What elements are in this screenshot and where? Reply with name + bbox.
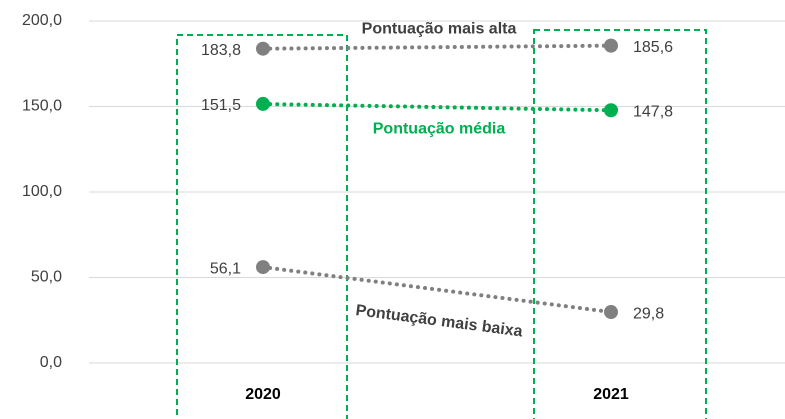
y-tick-label: 100,0 <box>22 183 62 200</box>
series-line <box>261 43 613 51</box>
y-tick-label: 0,0 <box>40 354 62 371</box>
x-tick-label: 2021 <box>593 386 629 403</box>
data-label: 151,5 <box>201 97 241 114</box>
x-tick-label: 2020 <box>245 386 281 403</box>
data-point <box>604 103 618 118</box>
series-line <box>261 101 613 113</box>
data-point <box>604 305 618 320</box>
highlight-box <box>533 29 707 419</box>
series-name: Pontuação mais alta <box>362 20 517 37</box>
series-line <box>261 265 613 315</box>
data-point <box>604 38 618 53</box>
y-tick-label: 150,0 <box>22 98 62 115</box>
data-point <box>256 41 270 56</box>
y-tick-label: 200,0 <box>22 12 62 29</box>
data-label: 29,8 <box>633 305 664 322</box>
data-label: 185,6 <box>633 39 673 56</box>
data-label: 56,1 <box>210 260 241 277</box>
data-label: 147,8 <box>633 103 673 120</box>
y-tick-label: 50,0 <box>31 269 62 286</box>
series-name: Pontuação média <box>373 120 506 137</box>
data-label: 183,8 <box>201 42 241 59</box>
series-name: Pontuação mais baixa <box>355 302 524 340</box>
data-point <box>256 96 270 111</box>
highlight-box <box>176 34 348 419</box>
data-point <box>256 260 270 275</box>
